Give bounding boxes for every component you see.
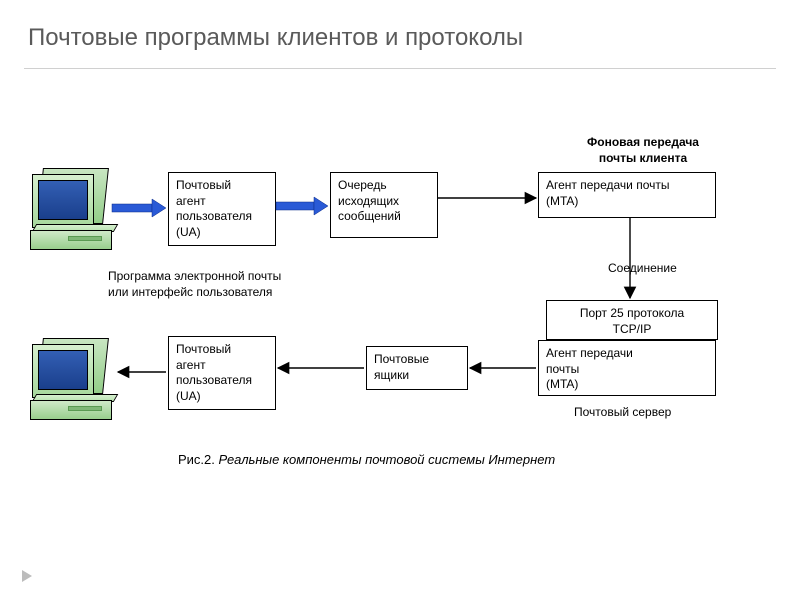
- diagram-canvas: Почтовыйагентпользователя(UA) Очередьисхо…: [0, 0, 800, 600]
- lbl-bg-transfer: Фоновая передачапочты клиента: [548, 134, 738, 166]
- mta-top: Агент передачи почты(MTA): [538, 172, 716, 218]
- lbl-server: Почтовый сервер: [574, 404, 734, 420]
- queue: Очередьисходящихсообщений: [330, 172, 438, 238]
- ua-top: Почтовыйагентпользователя(UA): [168, 172, 276, 246]
- mta-bot: Агент передачипочты(MTA): [538, 340, 716, 396]
- ua-bot: Почтовыйагентпользователя(UA): [168, 336, 276, 410]
- caption-text: Реальные компоненты почтовой системы Инт…: [219, 452, 556, 467]
- lbl-prog: Программа электронной почтыили интерфейс…: [108, 268, 348, 300]
- lbl-conn: Соединение: [608, 260, 728, 276]
- port25: Порт 25 протоколаTCP/IP: [546, 300, 718, 340]
- pc-bot: [28, 338, 118, 428]
- figure-caption: Рис.2. Реальные компоненты почтовой сист…: [178, 452, 555, 467]
- mailboxes: Почтовыеящики: [366, 346, 468, 390]
- caption-prefix: Рис.2.: [178, 452, 219, 467]
- pc-top: [28, 168, 118, 258]
- slide-marker-icon: [22, 570, 32, 582]
